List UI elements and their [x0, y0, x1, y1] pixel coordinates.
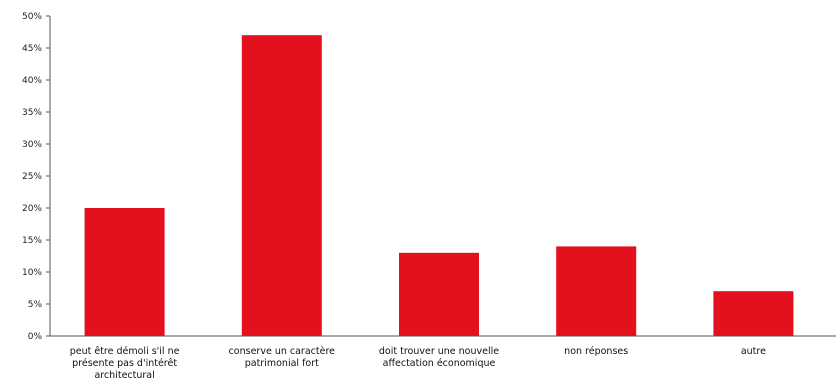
x-tick-label: autre [740, 346, 766, 357]
y-tick-label: 15% [22, 236, 42, 246]
x-tick-label: non réponses [564, 346, 629, 357]
y-tick-label: 25% [22, 172, 42, 182]
y-tick-label: 45% [22, 44, 42, 54]
bar-3 [399, 252, 479, 336]
x-tick-label: peut être démoli s'il ne présente pas d'… [69, 346, 180, 381]
y-tick-label: 10% [22, 268, 42, 278]
bars [84, 35, 794, 336]
y-tick-label: 20% [22, 204, 42, 214]
bar-1 [84, 208, 165, 336]
y-axis: 0% 5% 10% 15% 20% 25% 30% 35% 40% 45% 50% [22, 12, 50, 342]
bar-2 [241, 35, 322, 336]
x-tick-label: doit trouver une nouvelle affectation éc… [378, 346, 500, 369]
y-tick-label: 0% [28, 332, 43, 342]
y-tick-label: 5% [28, 300, 43, 310]
bar-5 [713, 291, 794, 336]
y-tick-label: 30% [22, 140, 42, 150]
bar-4 [556, 246, 637, 336]
y-tick-label: 50% [22, 12, 42, 22]
y-tick-label: 35% [22, 108, 42, 118]
x-tick-label: conserve un caractère patrimonial fort [228, 346, 335, 369]
y-tick-label: 40% [22, 76, 42, 86]
